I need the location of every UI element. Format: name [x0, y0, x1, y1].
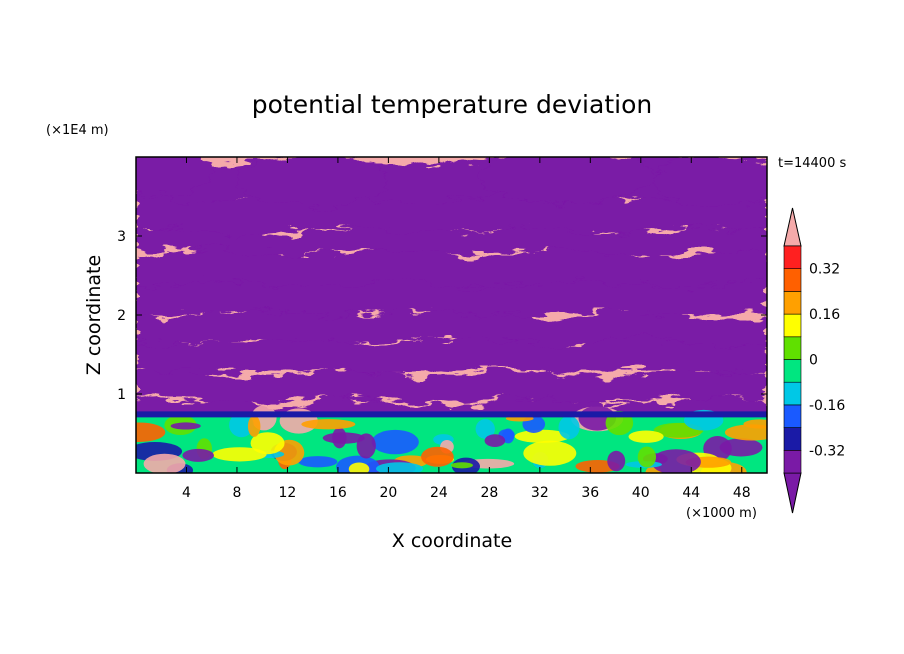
eddy	[514, 429, 570, 443]
field-bands	[136, 157, 767, 430]
eddy	[356, 433, 376, 459]
eddy	[250, 432, 285, 455]
colorbar-label: 0.16	[809, 307, 840, 323]
boundary-top-edge	[136, 411, 767, 418]
eddy	[229, 412, 254, 438]
cool-layer	[136, 364, 767, 405]
eddy	[475, 419, 495, 439]
colorbar: 0.32 0.16 0 -0.16 -0.32	[783, 207, 845, 514]
x-tick-label: 8	[232, 485, 241, 501]
y-tick-label: 3	[117, 229, 126, 245]
colorbar-label: 0.32	[809, 262, 840, 278]
y-tick-label: 2	[117, 308, 126, 324]
x-tick-label: 40	[632, 485, 650, 501]
eddy	[247, 415, 261, 437]
eddy	[143, 453, 186, 473]
x-tick-label: 32	[531, 485, 549, 501]
eddy	[322, 432, 365, 444]
plot-area	[136, 157, 767, 473]
eddy	[348, 462, 370, 473]
x-tick-label: 28	[480, 485, 498, 501]
colorbar-bin	[783, 449, 802, 474]
cool-layer	[136, 304, 767, 347]
eddy	[182, 448, 214, 462]
colorbar-bin	[783, 336, 802, 360]
y-unit-label: (×1E4 m)	[46, 123, 109, 138]
eddy	[502, 428, 515, 444]
eddy	[523, 440, 577, 466]
eddy	[724, 424, 767, 441]
x-tick-label: 16	[329, 485, 347, 501]
cool-blob	[476, 157, 654, 203]
colorbar-bin	[783, 268, 802, 292]
boundary-layer	[136, 405, 767, 473]
eddy	[637, 446, 657, 468]
eddy	[484, 434, 506, 448]
eddy	[607, 450, 626, 472]
x-tick-label: 44	[682, 485, 700, 501]
eddy	[371, 429, 419, 455]
y-tick-label: 1	[117, 387, 126, 403]
eddy	[170, 422, 201, 430]
colorbar-bin	[783, 245, 802, 270]
eddy	[301, 419, 356, 430]
x-tick-label: 36	[581, 485, 599, 501]
time-label: t=14400 s	[778, 156, 846, 171]
cool-layer	[136, 222, 767, 256]
x-unit-label: (×1000 m)	[686, 506, 757, 521]
y-axis-label: Z coordinate	[83, 255, 105, 375]
eddy	[628, 430, 664, 443]
colorbar-bin	[783, 359, 802, 383]
cool-blob	[136, 157, 212, 195]
colorbar-bin	[783, 381, 802, 406]
colorbar-bin	[783, 404, 802, 428]
x-axis-label: X coordinate	[392, 530, 512, 552]
colorbar-label: -0.16	[809, 398, 845, 414]
cool-blob	[236, 157, 389, 207]
y-axis: 1 2 3	[117, 229, 767, 403]
eddy	[375, 462, 424, 473]
colorbar-over-triangle	[783, 207, 802, 247]
x-axis: 4 8 12 16 20 24 28 32 36 40 44 48	[182, 157, 751, 501]
eddy	[651, 449, 701, 473]
cool-layer	[136, 332, 767, 375]
eddy	[298, 456, 338, 468]
colorbar-bin	[783, 313, 802, 338]
colorbar-label: -0.32	[809, 443, 845, 459]
colorbar-bin	[783, 427, 802, 451]
eddy	[136, 422, 166, 442]
x-tick-label: 20	[379, 485, 397, 501]
colorbar-label: 0	[809, 353, 818, 369]
eddy	[212, 447, 267, 462]
chart-title: potential temperature deviation	[252, 90, 652, 119]
eddy	[450, 462, 473, 469]
eddy	[421, 446, 454, 467]
colorbar-bin	[783, 291, 802, 315]
x-tick-label: 12	[279, 485, 297, 501]
colorbar-under-triangle	[783, 472, 802, 514]
x-tick-label: 48	[733, 485, 751, 501]
cool-blob	[653, 157, 767, 207]
x-tick-label: 4	[182, 485, 191, 501]
x-tick-label: 24	[430, 485, 448, 501]
eddy	[558, 415, 580, 440]
